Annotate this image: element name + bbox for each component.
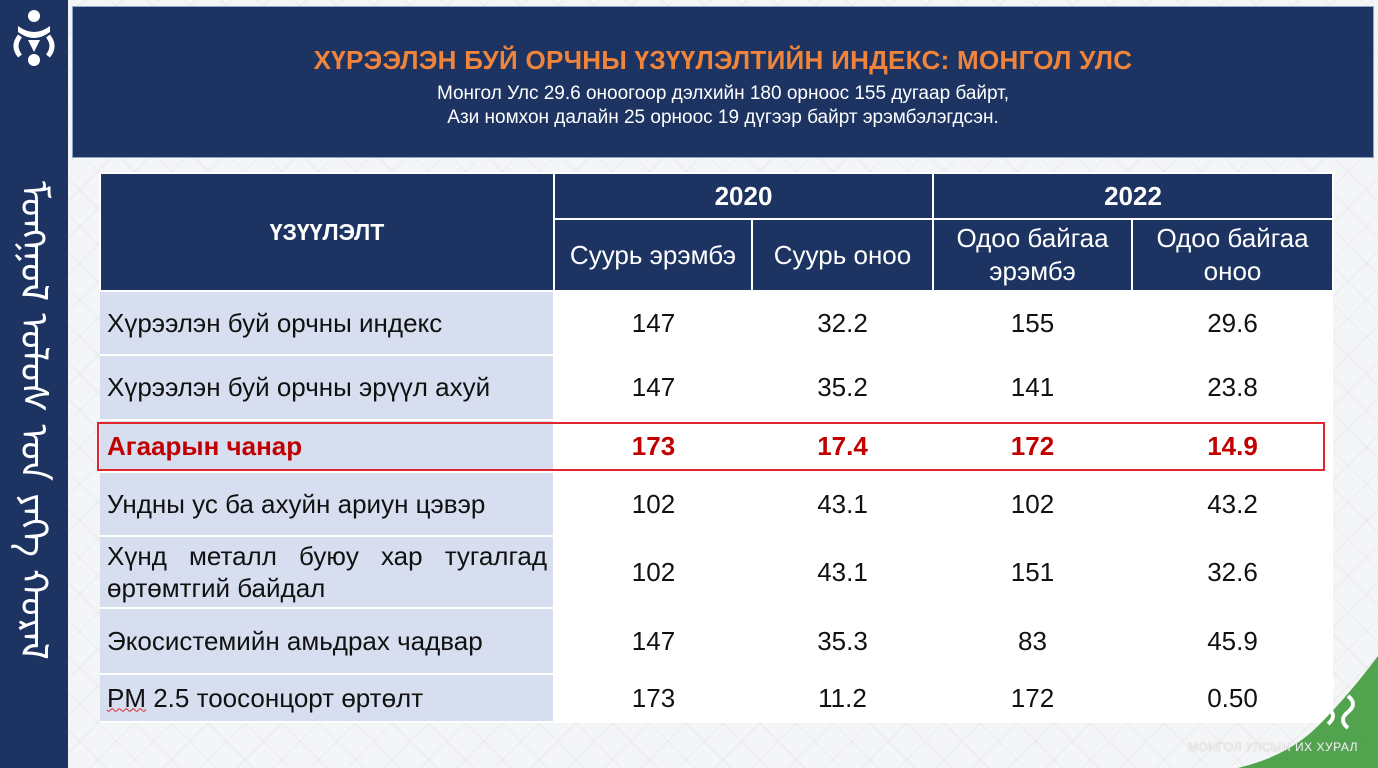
- row-label: Агаарын чанар: [100, 420, 555, 473]
- table-row: Хүрээлэн буй орчны индекс 147 32.2 155 2…: [100, 291, 1333, 356]
- table-row: Ундны ус ба ахуйн ариун цэвэр 102 43.1 1…: [100, 472, 1333, 537]
- cell-base-rank: 102: [554, 472, 752, 537]
- row-label-prefix: PM: [107, 682, 146, 713]
- row-label: Ундны ус ба ахуйн ариун цэвэр: [100, 472, 555, 537]
- page-subtitle: Монгол Улс 29.6 оноогоор дэлхийн 180 орн…: [73, 82, 1373, 130]
- cell-base-rank: 173: [554, 420, 752, 473]
- row-label: Экосистемийн амьдрах чадвар: [100, 608, 555, 675]
- cell-current-rank: 172: [933, 674, 1132, 723]
- subheader-current-rank: Одоо байгаа эрэмбэ: [932, 218, 1133, 292]
- cell-current-score: 29.6: [1132, 291, 1333, 356]
- footer-watermark: МОНГОЛ УЛСЫН ИХ ХУРАЛ: [1187, 740, 1358, 754]
- cell-base-rank: 173: [554, 674, 752, 723]
- cell-current-score: 45.9: [1132, 608, 1333, 675]
- cell-current-rank: 83: [933, 608, 1132, 675]
- row-label: Хүнд металл буюу хар тугалгад өртөмтгий …: [100, 536, 555, 609]
- header-year-2020: 2020: [553, 172, 934, 220]
- soyombo-logo-icon: [13, 10, 55, 66]
- row-label: Хүрээлэн буй орчны эрүүл ахуй: [100, 355, 555, 421]
- left-ornament-band: ᠮᠣᠩᠭᠣᠯ ᠤᠯᠤᠰ ᠤᠨ ᠶᠡᠬᠡ ᠬᠤᠷᠠᠯ: [0, 0, 68, 768]
- table-row: Экосистемийн амьдрах чадвар 147 35.3 83 …: [100, 608, 1333, 675]
- cell-current-score: 14.9: [1132, 420, 1333, 473]
- row-label: PM 2.5 тоосонцорт өртөлт: [100, 674, 555, 723]
- mongolian-script-text: ᠮᠣᠩᠭᠣᠯ ᠤᠯᠤᠰ ᠤᠨ ᠶᠡᠬᠡ ᠬᠤᠷᠠᠯ: [12, 180, 56, 660]
- header-indicator: ҮЗҮҮЛЭЛТ: [99, 172, 555, 292]
- cell-current-rank: 151: [933, 536, 1132, 609]
- cell-current-score: 0.50: [1132, 674, 1333, 723]
- cell-base-score: 11.2: [752, 674, 933, 723]
- cell-base-rank: 147: [554, 355, 752, 421]
- cell-base-score: 35.2: [752, 355, 933, 421]
- row-label: Хүрээлэн буй орчны индекс: [100, 291, 555, 356]
- cell-current-rank: 172: [933, 420, 1132, 473]
- subheader-base-rank: Суурь эрэмбэ: [553, 218, 753, 292]
- cell-current-rank: 102: [933, 472, 1132, 537]
- header-banner: ХҮРЭЭЛЭН БУЙ ОРЧНЫ ҮЗҮҮЛЭЛТИЙН ИНДЕКС: М…: [72, 6, 1374, 158]
- table-row: PM 2.5 тоосонцорт өртөлт 173 11.2 172 0.…: [100, 674, 1333, 723]
- cell-current-score: 23.8: [1132, 355, 1333, 421]
- cell-current-score: 43.2: [1132, 472, 1333, 537]
- page-title: ХҮРЭЭЛЭН БУЙ ОРЧНЫ ҮЗҮҮЛЭЛТИЙН ИНДЕКС: М…: [313, 45, 1133, 75]
- cell-base-rank: 102: [554, 536, 752, 609]
- cell-base-score: 43.1: [752, 536, 933, 609]
- cell-current-score: 32.6: [1132, 536, 1333, 609]
- row-label-rest: 2.5 тоосонцорт өртөлт: [146, 682, 424, 713]
- cell-base-score: 32.2: [752, 291, 933, 356]
- cell-base-score: 35.3: [752, 608, 933, 675]
- subheader-base-score: Суурь оноо: [751, 218, 934, 292]
- cell-base-rank: 147: [554, 291, 752, 356]
- subtitle-line-2: Ази номхон далайн 25 орноос 19 дүгээр ба…: [447, 107, 999, 128]
- subheader-current-score: Одоо байгаа оноо: [1131, 218, 1334, 292]
- cell-current-rank: 155: [933, 291, 1132, 356]
- cell-base-score: 43.1: [752, 472, 933, 537]
- header-year-2022: 2022: [932, 172, 1334, 220]
- green-ornament-icon: [1238, 656, 1378, 768]
- cell-base-rank: 147: [554, 608, 752, 675]
- subtitle-line-1: Монгол Улс 29.6 оноогоор дэлхийн 180 орн…: [436, 83, 1010, 104]
- table-row: Хүнд металл буюу хар тугалгад өртөмтгий …: [100, 536, 1333, 609]
- index-table: ҮЗҮҮЛЭЛТ 2020 2022 Суурь эрэмбэ Суурь он…: [99, 172, 1334, 723]
- table-row-highlighted: Агаарын чанар 173 17.4 172 14.9: [100, 420, 1333, 473]
- cell-current-rank: 141: [933, 355, 1132, 421]
- cell-base-score: 17.4: [752, 420, 933, 473]
- table-row: Хүрээлэн буй орчны эрүүл ахуй 147 35.2 1…: [100, 355, 1333, 421]
